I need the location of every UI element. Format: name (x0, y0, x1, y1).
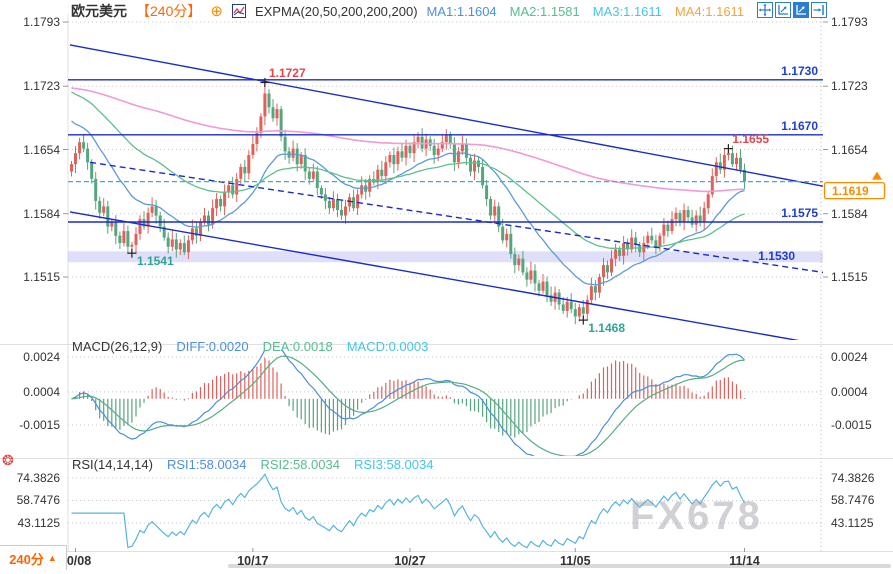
horizontal-scrollbar[interactable] (228, 564, 891, 568)
chart-toolbar (757, 2, 827, 18)
trendlines (69, 44, 823, 340)
macd-readout-1: DEA:0.0018 (262, 339, 333, 354)
expma-indicator-label: EXPMA(20,50,200,200,200) (254, 3, 418, 19)
macd-readout-2: MACD:0.0003 (346, 339, 429, 354)
ma-readout-2: MA3:1.1611 (592, 3, 662, 19)
rsi-params-label: RSI(14,14,14) (72, 457, 153, 472)
rsi-readout-1: RSI2:58.0034 (260, 457, 340, 472)
macd-header: MACD(26,12,9) DIFF:0.0020 DEA:0.0018 MACD:… (72, 339, 428, 354)
timeframe-value: 240分 (9, 551, 44, 567)
macd-readouts: DIFF:0.0020 DEA:0.0018 MACD:0.0003 (176, 339, 428, 354)
axis-scale-icon[interactable] (775, 2, 791, 18)
settings-sun-icon[interactable]: ❂ (2, 452, 14, 468)
timeframe-arrow-icon: ▲ (47, 553, 57, 563)
timeframe-selector[interactable]: 240分 ▲ (0, 545, 67, 570)
macd-params-label: MACD(26,12,9) (72, 339, 163, 354)
jump-to-latest-icon[interactable] (811, 2, 827, 18)
ma-readout-1: MA2:1.1581 (509, 3, 580, 19)
axis-scale-active-icon[interactable] (793, 2, 809, 18)
candles (70, 82, 746, 325)
ma-readouts: MA1:1.1604 MA2:1.1581 MA3:1.1611 MA4:1.1611… (427, 4, 768, 19)
add-indicator-icon[interactable]: ⊕ (210, 3, 223, 20)
pan-tool-icon[interactable] (757, 2, 773, 18)
chart-header: 欧元美元 【240分】 ⊕ EXPMA(20,50,200,200,200) M… (71, 3, 768, 20)
ma-readout-0: MA1:1.1604 (426, 3, 497, 19)
macd-panel (71, 350, 746, 456)
timeframe-label: 【240分】 (136, 3, 202, 19)
indicator-chart-icon[interactable] (231, 4, 246, 18)
symbol-title: 欧元美元 (71, 3, 127, 19)
rsi-readout-2: RSI3:58.0034 (353, 457, 434, 472)
ma-readout-3: MA4:1.1611 (674, 3, 745, 19)
rsi-readouts: RSI1:58.0034 RSI2:58.0034 RSI3:58.0034 (167, 457, 434, 472)
rsi-readout-0: RSI1:58.0034 (166, 457, 247, 472)
rsi-panel (71, 473, 746, 549)
macd-readout-0: DIFF:0.0020 (176, 339, 249, 354)
rsi-header: RSI(14,14,14) RSI1:58.0034 RSI2:58.0034 RS… (72, 457, 433, 472)
watermark: FX678 (630, 494, 763, 538)
ema-lines (71, 87, 745, 286)
